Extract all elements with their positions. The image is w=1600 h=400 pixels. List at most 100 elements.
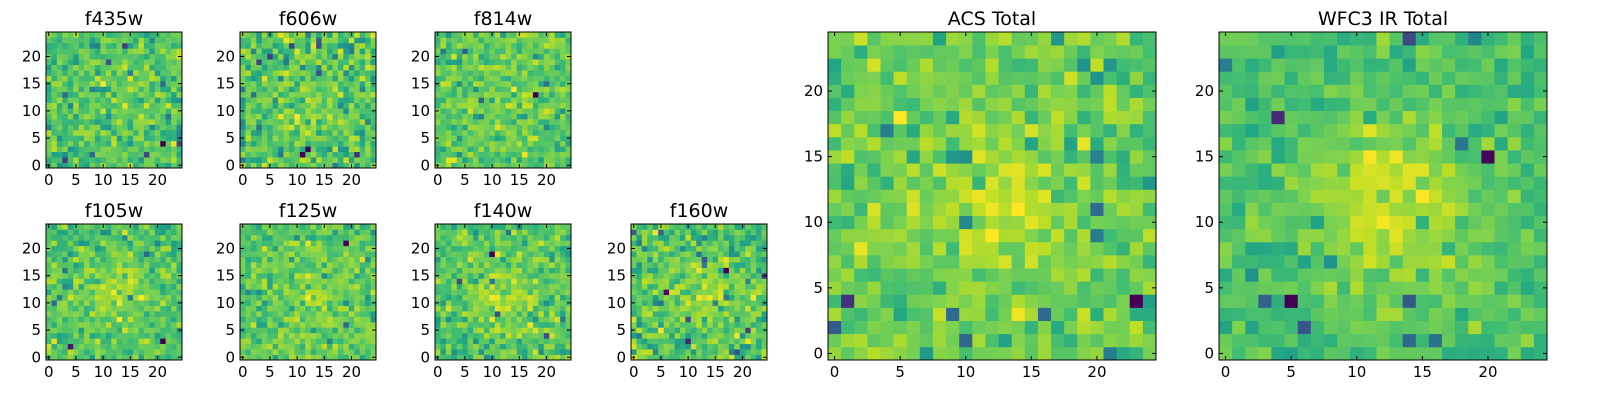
- heatmap-cell: [256, 48, 263, 55]
- heatmap-cell: [337, 354, 344, 361]
- heatmap-cell: [451, 349, 458, 355]
- heatmap-cell: [467, 135, 474, 142]
- heatmap-cell: [171, 294, 177, 301]
- heatmap-cell: [245, 70, 252, 76]
- heatmap-cell: [122, 119, 128, 125]
- heatmap-cell: [1142, 176, 1157, 190]
- heatmap-cell: [354, 119, 361, 125]
- heatmap-cell: [1051, 268, 1065, 282]
- heatmap-cell: [160, 32, 167, 38]
- heatmap-cell: [299, 102, 306, 109]
- y-tick-label: 5: [420, 321, 430, 339]
- heatmap-cell: [745, 229, 752, 236]
- heatmap-cell: [78, 42, 85, 49]
- heatmap-cell: [690, 229, 697, 236]
- heatmap-cell: [854, 176, 868, 190]
- heatmap-cell: [445, 234, 452, 241]
- heatmap-cell: [462, 102, 468, 109]
- heatmap-cell: [679, 267, 686, 274]
- heatmap-cell: [261, 151, 268, 158]
- heatmap-cell: [483, 267, 490, 274]
- heatmap-cell: [327, 251, 333, 257]
- heatmap-cell: [647, 278, 654, 285]
- heatmap-cell: [310, 349, 317, 355]
- heatmap-cell: [316, 151, 322, 158]
- heatmap-cell: [116, 91, 123, 98]
- heatmap-cell: [505, 48, 512, 55]
- heatmap-cell: [133, 272, 139, 279]
- heatmap-cell: [674, 321, 681, 328]
- heatmap-cell: [440, 283, 447, 290]
- heatmap-cell: [370, 70, 377, 76]
- heatmap-cell: [149, 245, 156, 252]
- heatmap-cell: [549, 86, 556, 93]
- heatmap-cell: [867, 241, 881, 256]
- heatmap-cell: [310, 129, 317, 136]
- heatmap-cell: [283, 146, 290, 153]
- heatmap-cell: [46, 240, 52, 247]
- heatmap-cell: [46, 102, 52, 109]
- heatmap-cell: [494, 91, 501, 98]
- heatmap-cell: [538, 48, 545, 55]
- heatmap-cell: [105, 327, 112, 334]
- heatmap-cell: [745, 224, 752, 230]
- heatmap-cell: [880, 215, 894, 230]
- heatmap-cell: [565, 278, 572, 285]
- heatmap-cell: [370, 338, 377, 345]
- heatmap-cell: [94, 338, 101, 345]
- heatmap-cell: [1011, 176, 1026, 190]
- heatmap-cell: [554, 289, 561, 296]
- heatmap-cell: [972, 150, 986, 164]
- heatmap-cell: [105, 229, 112, 236]
- heatmap-cell: [462, 349, 468, 355]
- heatmap-cell: [1103, 320, 1117, 335]
- heatmap-cell: [165, 157, 172, 163]
- heatmap-cell: [718, 354, 724, 361]
- heatmap-cell: [116, 272, 123, 279]
- heatmap-cell: [143, 283, 150, 290]
- heatmap-cell: [456, 289, 463, 296]
- heatmap-cell: [67, 272, 74, 279]
- heatmap-cell: [327, 108, 333, 114]
- heatmap-cell: [100, 245, 107, 252]
- heatmap-cell: [527, 256, 534, 263]
- heatmap-cell: [316, 256, 322, 263]
- heatmap-cell: [658, 278, 664, 285]
- heatmap-cell: [932, 320, 947, 335]
- heatmap-cell: [734, 256, 741, 263]
- heatmap-cell: [154, 86, 161, 93]
- heatmap-cell: [478, 59, 485, 65]
- heatmap-cell: [138, 91, 145, 98]
- heatmap-cell: [435, 151, 441, 158]
- heatmap-cell: [505, 316, 512, 323]
- heatmap-cell: [343, 349, 350, 355]
- heatmap-cell: [701, 283, 708, 290]
- heatmap-cell: [89, 124, 96, 131]
- heatmap-cell: [500, 300, 507, 306]
- heatmap-cell: [316, 267, 322, 274]
- heatmap-cell: [348, 272, 355, 279]
- heatmap-cell: [478, 311, 485, 317]
- heatmap-cell: [138, 64, 145, 71]
- heatmap-cell: [332, 119, 339, 125]
- heatmap-cell: [299, 32, 306, 38]
- heatmap-cell: [256, 316, 263, 323]
- heatmap-cell: [143, 53, 150, 60]
- heatmap-cell: [750, 338, 757, 345]
- heatmap-cell: [445, 151, 452, 158]
- heatmap-cell: [543, 300, 550, 306]
- heatmap-cell: [294, 53, 301, 60]
- heatmap-cell: [370, 311, 377, 317]
- heatmap-cell: [478, 97, 485, 104]
- heatmap-cell: [565, 283, 572, 290]
- heatmap-cell: [111, 37, 118, 44]
- heatmap-cell: [272, 240, 279, 247]
- heatmap-cell: [456, 251, 463, 257]
- heatmap-cell: [343, 37, 350, 44]
- heatmap-cell: [84, 135, 90, 142]
- heatmap-cell: [267, 64, 273, 71]
- heatmap-cell: [256, 251, 263, 257]
- heatmap-cell: [111, 135, 118, 142]
- heatmap-cell: [160, 129, 167, 136]
- heatmap-cell: [67, 32, 74, 38]
